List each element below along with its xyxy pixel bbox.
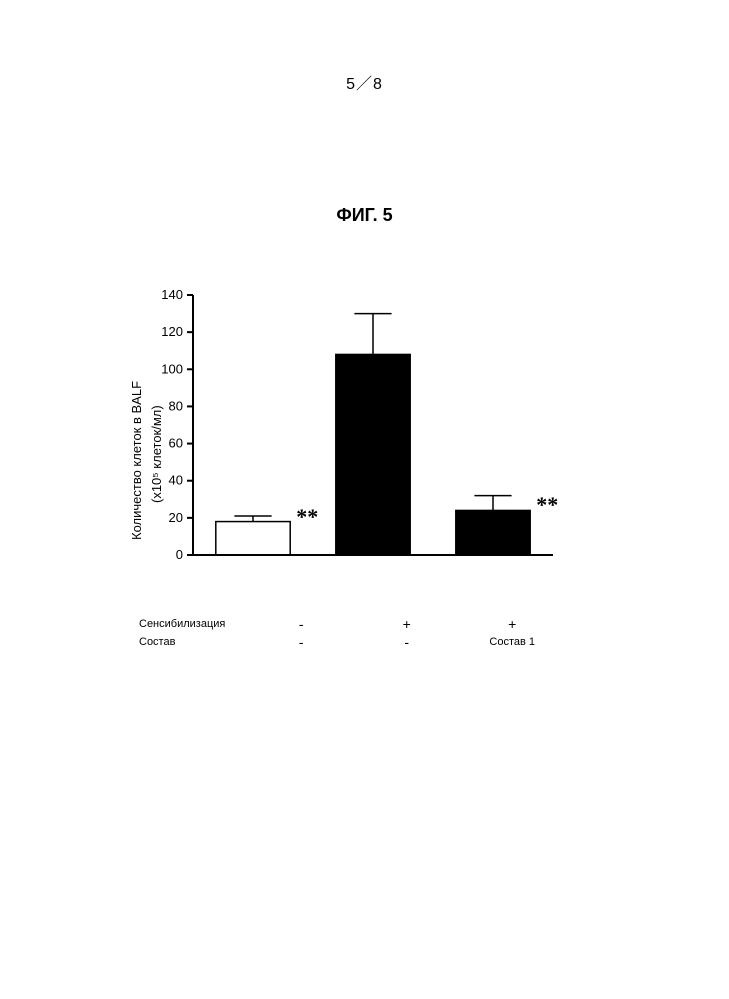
svg-text:40: 40 bbox=[169, 473, 183, 488]
page: 5／8 ФИГ. 5 0 20 40 60 80 100 120 140 Количество… bbox=[0, 0, 729, 999]
condition-cell: Состав 1 bbox=[459, 636, 565, 648]
condition-cell: - bbox=[354, 634, 460, 650]
svg-text:0: 0 bbox=[176, 547, 183, 562]
bar-chart: 020406080100120140 Количество клеток в B… bbox=[135, 285, 565, 615]
figure-title: ФИГ. 5 bbox=[0, 205, 729, 226]
condition-cell: + bbox=[459, 616, 565, 632]
condition-label: Сенсибилизация bbox=[135, 618, 248, 630]
y-axis-label-line1: Количество клеток в BALF bbox=[129, 381, 144, 540]
svg-text:120: 120 bbox=[161, 324, 183, 339]
y-axis-label-line2: (x10⁵ клеток/мл) bbox=[149, 405, 164, 503]
svg-text:20: 20 bbox=[169, 510, 183, 525]
chart-svg: 0 20 40 60 80 100 120 140 bbox=[135, 285, 565, 585]
condition-cell: - bbox=[248, 616, 354, 632]
conditions-table: Сенсибилизация - + + Состав - - Состав 1 bbox=[135, 615, 565, 651]
svg-text:140: 140 bbox=[161, 287, 183, 302]
svg-text:60: 60 bbox=[169, 436, 183, 451]
condition-row: Сенсибилизация - + + bbox=[135, 615, 565, 633]
significance-marker: ** bbox=[536, 492, 558, 518]
svg-text:100: 100 bbox=[161, 361, 183, 376]
significance-marker: ** bbox=[296, 504, 318, 530]
condition-label: Состав bbox=[135, 636, 248, 648]
svg-text:80: 80 bbox=[169, 398, 183, 413]
condition-cell: + bbox=[354, 616, 460, 632]
condition-cell: - bbox=[248, 634, 354, 650]
page-number: 5／8 bbox=[0, 70, 729, 94]
condition-row: Состав - - Состав 1 bbox=[135, 633, 565, 651]
